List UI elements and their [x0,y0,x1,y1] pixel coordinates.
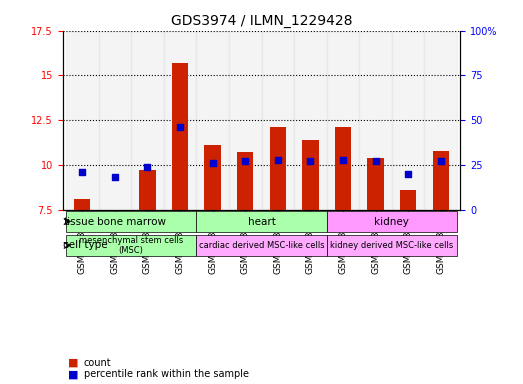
Text: cell type: cell type [63,240,108,250]
Bar [262,31,294,210]
Bar [433,151,449,210]
Point [78,169,86,175]
Point [241,158,249,164]
Bar [294,31,327,210]
Point [209,160,217,166]
Bar [359,31,392,210]
Point [306,158,314,164]
Text: kidney derived MSC-like cells: kidney derived MSC-like cells [330,241,453,250]
FancyBboxPatch shape [196,235,327,256]
Bar [400,190,416,210]
Bar [196,31,229,210]
Title: GDS3974 / ILMN_1229428: GDS3974 / ILMN_1229428 [170,14,353,28]
FancyBboxPatch shape [327,235,457,256]
Bar [172,63,188,210]
FancyBboxPatch shape [66,235,196,256]
Bar [66,31,99,210]
Text: kidney: kidney [374,217,410,227]
Bar [270,127,286,210]
Bar [237,152,253,210]
Bar [229,31,262,210]
Text: cardiac derived MSC-like cells: cardiac derived MSC-like cells [199,241,324,250]
Bar [392,31,424,210]
Text: count: count [84,358,111,368]
Point [143,164,152,170]
Bar [74,199,90,210]
FancyBboxPatch shape [327,211,457,232]
Text: tissue: tissue [63,217,95,227]
Bar [302,140,319,210]
Text: percentile rank within the sample: percentile rank within the sample [84,369,248,379]
Text: heart: heart [247,217,276,227]
Bar [131,31,164,210]
Bar [367,158,384,210]
FancyBboxPatch shape [66,211,196,232]
FancyBboxPatch shape [196,211,327,232]
Bar [99,31,131,210]
Point [176,124,184,131]
Bar [139,170,156,210]
Point [404,171,412,177]
Bar [335,127,351,210]
Point [111,174,119,180]
Text: mesenchymal stem cells
(MSC): mesenchymal stem cells (MSC) [79,236,183,255]
Bar [424,31,457,210]
Text: bone marrow: bone marrow [97,217,166,227]
Text: ■: ■ [68,358,78,368]
Bar [327,31,359,210]
Text: ■: ■ [68,369,78,379]
Point [437,158,445,164]
Point [371,158,380,164]
Bar [164,31,196,210]
Bar [204,145,221,210]
Point [339,156,347,162]
Point [274,156,282,162]
